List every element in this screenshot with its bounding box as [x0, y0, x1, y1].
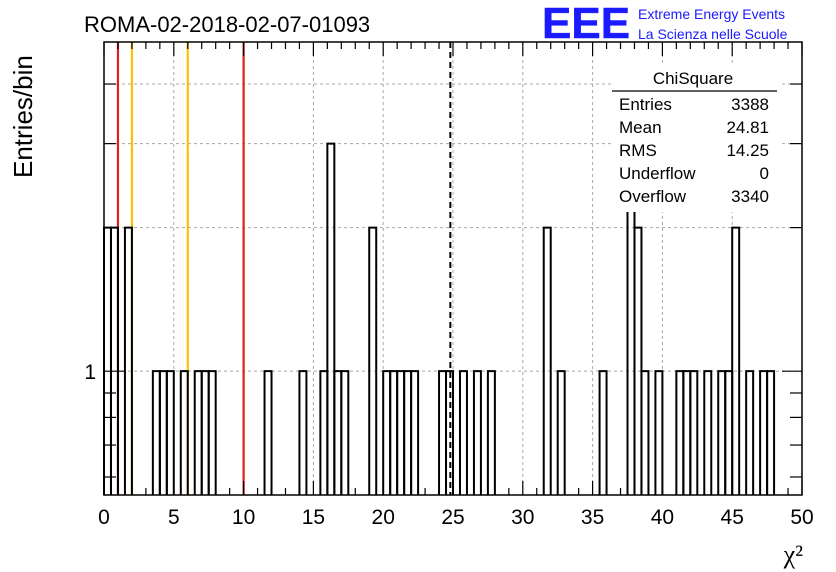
histogram-bar — [759, 370, 769, 495]
histogram-bar — [193, 370, 203, 495]
y-axis-title: Entries/bin — [8, 55, 38, 178]
histogram-bar — [654, 370, 664, 495]
histogram-bar — [263, 370, 273, 495]
eee-logo: EEE Extreme Energy Events La Scienza nel… — [542, 0, 788, 48]
histogram-bar — [633, 226, 643, 495]
y-tick-label: 1 — [84, 361, 96, 384]
x-tick-label: 0 — [98, 506, 110, 529]
logo-mark: EEE — [542, 0, 630, 48]
x-tick-label: 35 — [581, 506, 604, 529]
histogram-bar — [158, 370, 168, 495]
stats-box: ChiSquare Entries 3388 Mean 24.81 RMS 14… — [612, 66, 780, 212]
histogram-bar — [123, 226, 133, 495]
histogram-bar — [389, 370, 399, 495]
stats-value-underflow: 0 — [760, 164, 769, 183]
logo-line-1: Extreme Energy Events — [638, 6, 785, 22]
histogram-bar — [731, 226, 741, 495]
x-tick-label: 10 — [232, 506, 255, 529]
stats-value-mean: 24.81 — [726, 118, 769, 137]
histogram-bar — [200, 370, 210, 495]
histogram-bar — [410, 370, 420, 495]
run-title: ROMA-02-2018-02-07-01093 — [84, 12, 370, 37]
histogram-bar — [703, 370, 713, 495]
histogram-bar — [382, 370, 392, 495]
histogram-bar — [766, 370, 776, 495]
histogram-bar — [745, 370, 755, 495]
stats-value-overflow: 3340 — [731, 187, 769, 206]
stats-label-mean: Mean — [619, 118, 662, 137]
histogram-bar — [165, 370, 175, 495]
stats-label-underflow: Underflow — [619, 164, 696, 183]
x-axis-title: χ² — [783, 540, 804, 569]
histogram-bar — [438, 370, 448, 495]
histogram-bar — [542, 226, 552, 495]
x-tick-label: 50 — [790, 506, 813, 529]
histogram-bar — [396, 370, 406, 495]
histogram-bar — [403, 370, 413, 495]
x-tick-label: 5 — [168, 506, 180, 529]
x-tick-label: 40 — [651, 506, 674, 529]
histogram-bar — [445, 370, 454, 495]
histogram-bar — [675, 370, 685, 495]
histogram-bars — [103, 83, 776, 495]
histogram-bar — [151, 370, 161, 495]
histogram-bar — [298, 370, 308, 495]
x-tick-label: 20 — [372, 506, 395, 529]
histogram-bar — [717, 370, 727, 495]
histogram-bar — [640, 370, 650, 495]
histogram-bar — [689, 370, 699, 495]
histogram-bar — [333, 370, 343, 495]
histogram-bar — [319, 370, 329, 495]
histogram-bar — [179, 370, 189, 495]
stats-label-rms: RMS — [619, 141, 657, 160]
histogram-bar — [556, 370, 566, 495]
stats-box-background — [612, 66, 780, 212]
x-tick-label: 30 — [511, 506, 534, 529]
stats-label-entries: Entries — [619, 95, 672, 114]
histogram-bar — [103, 226, 112, 495]
histogram-bar — [472, 370, 482, 495]
histogram-bar — [207, 370, 217, 495]
histogram-bar — [598, 370, 608, 495]
x-tick-label: 25 — [441, 506, 464, 529]
histogram-bar — [682, 370, 692, 495]
stats-value-entries: 3388 — [731, 95, 769, 114]
histogram-bar — [368, 226, 378, 495]
histogram-bar — [326, 142, 336, 495]
logo-line-2: La Scienza nelle Scuole — [638, 26, 788, 42]
histogram-bar — [724, 370, 734, 495]
stats-value-rms: 14.25 — [726, 141, 769, 160]
histogram-bar — [486, 370, 496, 495]
histogram-bar — [340, 370, 350, 495]
histogram-bar — [458, 370, 468, 495]
stats-title: ChiSquare — [653, 69, 733, 88]
stats-label-overflow: Overflow — [619, 187, 687, 206]
axis-ticks: 0 5 10 15 20 25 30 35 40 45 50 1 — [84, 42, 814, 529]
x-tick-label: 15 — [302, 506, 325, 529]
x-tick-label: 45 — [721, 506, 744, 529]
